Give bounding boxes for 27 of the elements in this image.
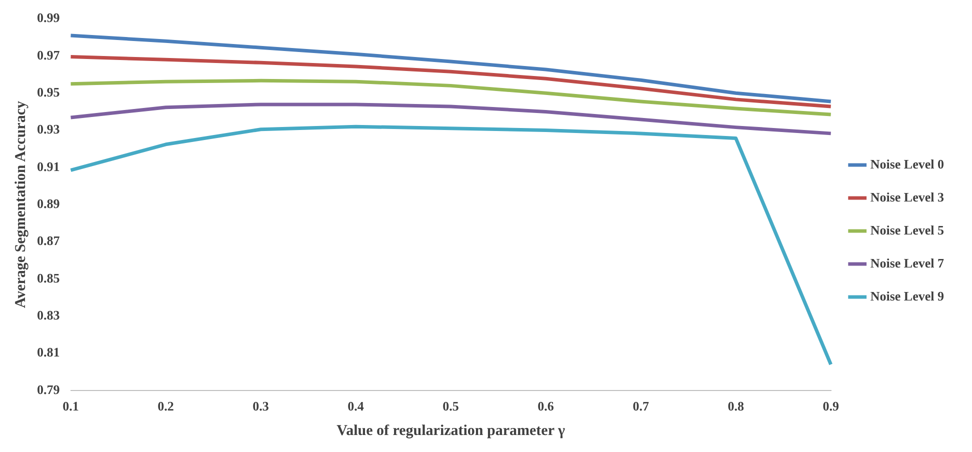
x-tick-label: 0.4 <box>348 398 364 414</box>
y-tick-label: 0.97 <box>37 47 60 62</box>
legend-label: Noise Level 9 <box>870 288 944 304</box>
y-tick-label: 0.91 <box>37 158 60 174</box>
y-axis-title: Average Segmentation Accuracy <box>12 100 29 308</box>
x-tick-label: 0.2 <box>158 398 174 414</box>
y-tick-label: 0.89 <box>37 196 60 211</box>
y-tick-label: 0.85 <box>37 270 60 286</box>
x-tick-label: 0.1 <box>62 398 79 414</box>
x-tick-label: 0.8 <box>728 398 744 414</box>
x-tick-label: 0.7 <box>632 398 650 414</box>
legend-label: Noise Level 3 <box>870 189 944 204</box>
y-tick-label: 0.83 <box>37 307 60 322</box>
x-tick-label: 0.6 <box>538 398 554 414</box>
y-tick-label: 0.99 <box>37 10 60 26</box>
legend-label: Noise Level 7 <box>870 255 944 270</box>
x-axis-title: Value of regularization parameter γ <box>336 422 565 439</box>
x-tick-label: 0.9 <box>822 398 840 414</box>
y-tick-label: 0.81 <box>37 344 60 360</box>
y-tick-label: 0.93 <box>37 122 60 137</box>
y-tick-label: 0.95 <box>37 84 60 100</box>
y-tick-label: 0.79 <box>37 382 60 397</box>
y-tick-label: 0.87 <box>37 233 60 248</box>
x-tick-label: 0.3 <box>252 398 270 414</box>
x-tick-label: 0.5 <box>442 398 460 414</box>
legend-label: Noise Level 5 <box>870 222 944 238</box>
legend-label: Noise Level 0 <box>870 156 944 172</box>
